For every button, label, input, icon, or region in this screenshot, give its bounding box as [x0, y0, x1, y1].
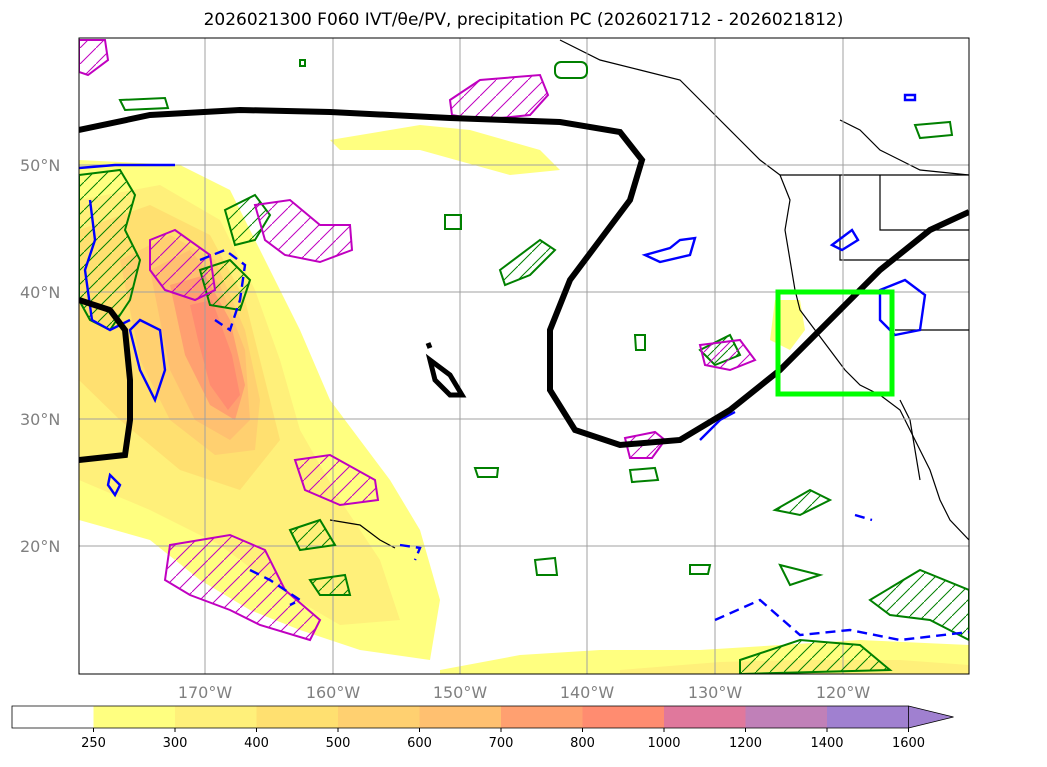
colorbar-segment: [419, 706, 502, 728]
colorbar-tick-label: 1000: [647, 736, 680, 751]
theta-e-contours: [79, 106, 969, 463]
lon-tick-label: 160°W: [306, 683, 361, 702]
colorbar-tick-label: 500: [326, 736, 351, 751]
lon-tick-label: 140°W: [560, 683, 615, 702]
colorbar-tick-label: 250: [81, 736, 106, 751]
lat-axis: 50°N 40°N 30°N 20°N: [20, 156, 60, 556]
colorbar-segment: [745, 706, 828, 728]
pv-blue-contours: [79, 93, 927, 498]
colorbar-frame: [11, 705, 909, 729]
lon-tick-label: 170°W: [178, 683, 233, 702]
map-frame: [78, 37, 970, 675]
colorbar-tick-label: 1600: [892, 736, 925, 751]
colorbar-tick-label: 700: [489, 736, 514, 751]
map-plot-area: [79, 38, 969, 674]
colorbar-segment: [501, 706, 583, 728]
colorbar-segment: [338, 706, 420, 728]
lat-tick-label: 30°N: [20, 410, 60, 429]
colorbar-tick-label: 1200: [729, 736, 762, 751]
colorbar-tick-label: 400: [244, 736, 269, 751]
precip-magenta-contours: [79, 39, 757, 642]
colorbar-tick-label: 600: [407, 736, 432, 751]
colorbar-segment: [12, 706, 94, 728]
colorbar-extend-arrow: [908, 705, 954, 729]
precip-green-small: [118, 59, 954, 587]
lon-tick-label: 120°W: [816, 683, 871, 702]
region-highlight-box: [775, 289, 895, 397]
colorbar-segment: [827, 706, 909, 728]
colorbar-segment: [175, 706, 257, 728]
colorbar-segment: [256, 706, 339, 728]
colorbar-segment: [582, 706, 665, 728]
lon-tick-label: 130°W: [688, 683, 743, 702]
colorbar-tick-label: 300: [163, 736, 188, 751]
colorbar-segment: [93, 706, 176, 728]
lon-axis: 170°W 160°W 150°W 140°W 130°W 120°W: [178, 683, 871, 702]
lat-tick-label: 50°N: [20, 156, 60, 175]
map-title: 2026021300 F060 IVT/θe/PV, precipitation…: [203, 10, 844, 30]
colorbar-tick-label: 800: [570, 736, 595, 751]
lon-tick-label: 150°W: [433, 683, 488, 702]
ivt-colorbar: 250 300 400 500 600 700 800 1000 1200 1400 1600: [11, 705, 954, 751]
pv-blue-dashed-contours: [199, 248, 969, 642]
colorbar-segment: [664, 706, 746, 728]
lat-tick-label: 20°N: [20, 537, 60, 556]
lat-tick-label: 40°N: [20, 283, 60, 302]
colorbar-tick-label: 1400: [810, 736, 843, 751]
